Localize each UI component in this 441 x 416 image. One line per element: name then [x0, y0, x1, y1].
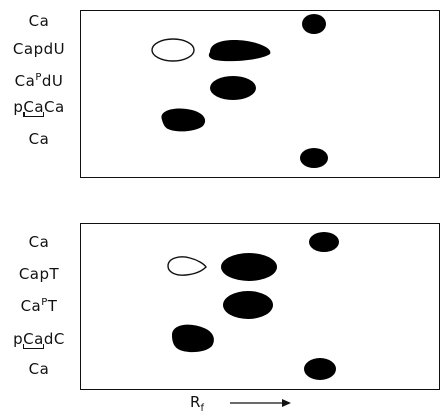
spot [309, 232, 339, 252]
spot [300, 148, 328, 168]
lane-label-ca-p-t: CaPT [20, 297, 58, 315]
arrow-right-icon [230, 399, 291, 407]
lane-label-capt: CapT [18, 265, 60, 283]
lane-label-ca: Ca [28, 12, 50, 30]
spot [161, 108, 206, 132]
underlined-ca: Ca [23, 330, 44, 349]
spot [208, 39, 271, 62]
rf-axis-label: Rf [190, 393, 204, 414]
spot [304, 358, 336, 380]
spot [223, 291, 273, 319]
lane-label-ca: Ca [28, 233, 50, 251]
lane-label-pcaca: pCaCa [13, 98, 65, 117]
lane-label-ca: Ca [28, 360, 50, 378]
open-spot [151, 38, 195, 62]
spot [221, 253, 277, 281]
open-spot [167, 256, 207, 276]
spot [172, 324, 214, 353]
lane-label-pcadc: pCadC [13, 330, 65, 349]
chromatogram-panel-top [80, 10, 440, 178]
spot [210, 76, 256, 100]
underlined-ca: Ca [23, 98, 45, 117]
lane-label-ca-p-du: CaPdU [14, 72, 64, 90]
lane-label-ca: Ca [28, 130, 50, 148]
lane-label-capdu: CapdU [12, 40, 66, 58]
spot [302, 14, 326, 34]
